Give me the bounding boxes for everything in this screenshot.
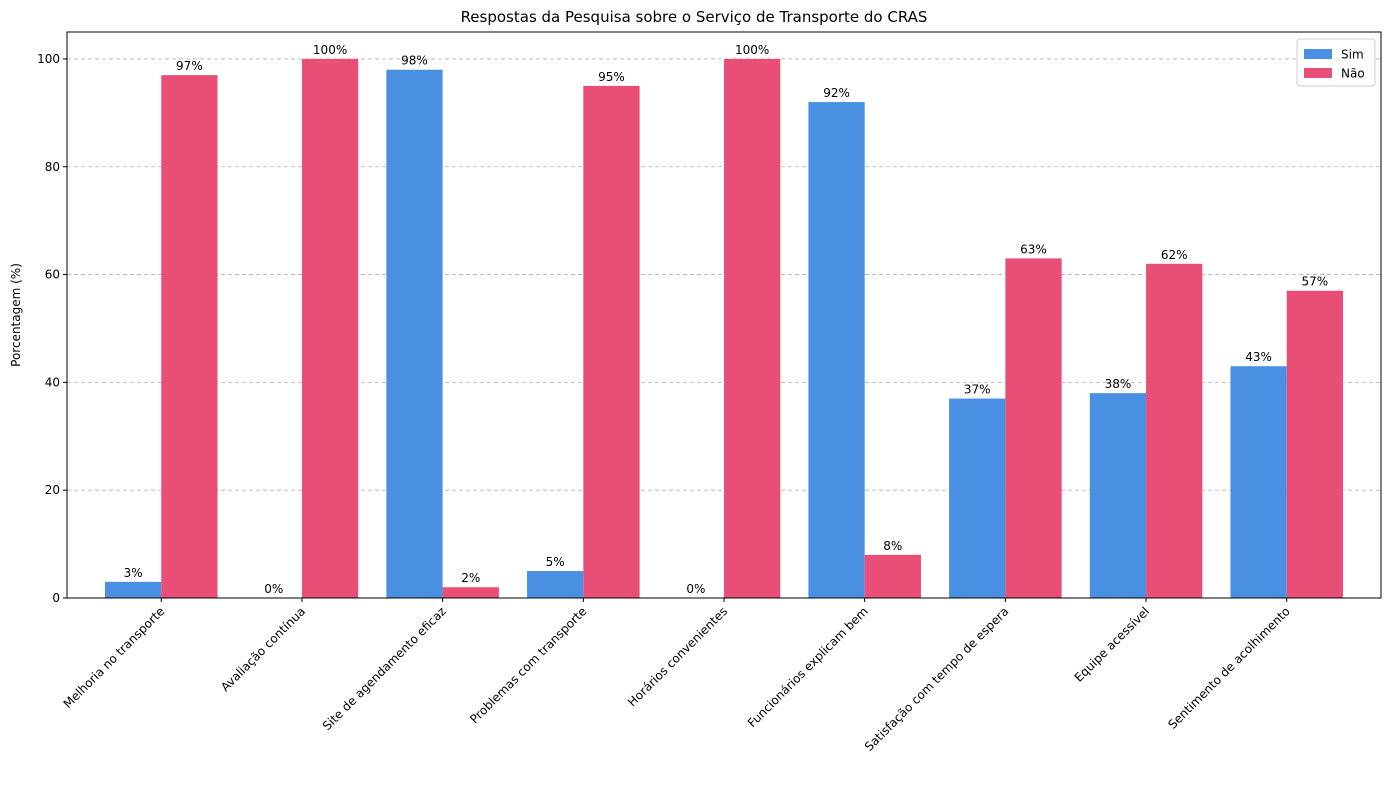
- y-tick-label: 0: [52, 591, 60, 605]
- data-label: 100%: [313, 43, 347, 57]
- y-tick-label: 20: [45, 483, 60, 497]
- x-tick-label: Sentimento de acolhimento: [1165, 604, 1292, 731]
- bar-sim: [1230, 366, 1287, 598]
- y-tick-label: 100: [37, 52, 60, 66]
- legend-label: Não: [1341, 67, 1365, 81]
- bar-sim: [527, 571, 584, 598]
- data-label: 0%: [686, 582, 705, 596]
- data-label: 37%: [964, 383, 991, 397]
- legend: Sim Não: [1296, 38, 1376, 87]
- data-label: 5%: [546, 555, 565, 569]
- data-labels: 3% 97% 0% 100% 98% 2% 5% 95% 0% 100% 92% 8% 37% 63% 38…: [124, 43, 1329, 596]
- x-tick-label: Equipe acessível: [1072, 604, 1153, 685]
- y-axis: 0 20 40 60 80 100: [37, 52, 67, 605]
- x-tick-label: Site de agendamento eficaz: [320, 604, 449, 733]
- x-tick-label: Satisfação com tempo de espera: [862, 604, 1012, 754]
- bar-n-o: [1146, 263, 1203, 598]
- data-label: 38%: [1105, 377, 1132, 391]
- bar-n-o: [864, 554, 921, 598]
- y-tick-label: 60: [45, 268, 60, 282]
- data-label: 97%: [176, 59, 203, 73]
- bar-sim: [1089, 393, 1147, 598]
- bar-n-o: [1005, 258, 1062, 598]
- x-tick-label: Avaliação contínua: [218, 604, 308, 694]
- bar-sim: [808, 102, 865, 599]
- legend-label: Sim: [1341, 48, 1364, 62]
- bar-sim: [104, 581, 162, 598]
- data-label: 98%: [401, 54, 428, 68]
- data-label: 43%: [1245, 350, 1272, 364]
- data-label: 92%: [823, 86, 850, 100]
- bar-n-o: [1286, 290, 1344, 598]
- legend-swatch: [1304, 49, 1332, 59]
- data-label: 57%: [1302, 275, 1329, 289]
- x-tick-label: Funcionários explicam bem: [745, 604, 871, 730]
- bars: [104, 58, 1344, 599]
- x-tick-label: Problemas com transporte: [467, 604, 589, 726]
- data-label: 62%: [1161, 248, 1188, 262]
- bar-n-o: [724, 58, 781, 598]
- bar-sim: [386, 69, 443, 598]
- data-label: 0%: [264, 582, 283, 596]
- x-tick-label: Horários convenientes: [625, 604, 730, 709]
- data-label: 63%: [1020, 242, 1047, 256]
- bar-n-o: [301, 58, 359, 598]
- x-tick-label: Melhoria no transporte: [61, 604, 168, 711]
- chart-title: Respostas da Pesquisa sobre o Serviço de…: [461, 8, 928, 26]
- y-tick-label: 40: [45, 375, 60, 389]
- bar-n-o: [442, 587, 499, 598]
- data-label: 2%: [461, 571, 480, 585]
- data-label: 8%: [883, 539, 902, 553]
- y-axis-label: Porcentagem (%): [9, 263, 23, 367]
- data-label: 3%: [124, 566, 143, 580]
- x-axis: Melhoria no transporte Avaliação contínua…: [61, 598, 1293, 754]
- bar-n-o: [161, 75, 218, 599]
- data-label: 100%: [735, 43, 769, 57]
- legend-swatch: [1304, 68, 1332, 78]
- y-tick-label: 80: [45, 160, 60, 174]
- bar-n-o: [583, 85, 640, 598]
- bar-sim: [949, 398, 1006, 598]
- data-label: 95%: [598, 70, 625, 84]
